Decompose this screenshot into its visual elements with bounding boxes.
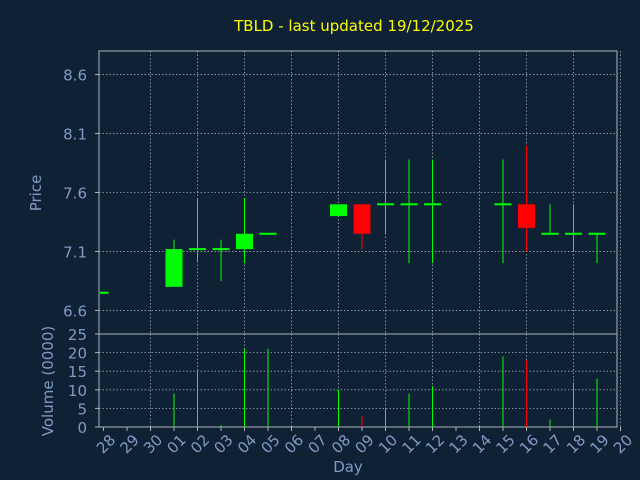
volume-tick-label: 25 <box>68 326 87 344</box>
price-tick-label: 8.6 <box>63 67 87 85</box>
candle-body <box>212 248 230 251</box>
candles <box>100 145 606 294</box>
candle-body <box>189 248 206 251</box>
candle-16 <box>518 145 535 252</box>
x-axis-label: Day <box>333 458 363 476</box>
candle-05 <box>259 232 277 235</box>
volume-tick-label: 0 <box>77 419 87 437</box>
candle-08 <box>330 204 347 217</box>
volume-tick-label: 5 <box>77 400 87 418</box>
candle-09 <box>353 204 371 250</box>
candle-15 <box>494 159 512 264</box>
price-tick-label: 7.6 <box>63 185 87 203</box>
volume-tick-label: 20 <box>68 345 87 363</box>
candle-body <box>100 291 109 294</box>
price-tick-labels: 6.6 7.1 7.6 8.1 8.6 <box>63 67 99 320</box>
candle-body <box>259 232 277 235</box>
price-grid <box>99 51 621 334</box>
candle-body <box>588 232 606 235</box>
candle-02 <box>189 198 206 261</box>
candle-body <box>330 204 347 217</box>
candle-04 <box>236 198 253 264</box>
volume-tick-label: 10 <box>68 382 87 400</box>
candle-body <box>165 249 183 287</box>
candle-body <box>377 203 394 206</box>
candle-body <box>353 204 371 234</box>
price-tick-label: 7.1 <box>63 243 87 261</box>
candle-10 <box>377 159 394 234</box>
candle-body <box>541 232 559 235</box>
price-axis-label: Price <box>27 175 45 212</box>
candle-17 <box>541 204 559 235</box>
candle-12 <box>424 159 441 264</box>
volume-bars <box>173 348 598 427</box>
candle-body <box>236 233 253 250</box>
candle-01 <box>165 239 183 287</box>
volume-grid <box>99 334 621 427</box>
candle-28 <box>100 291 109 294</box>
candle-body <box>424 203 441 206</box>
price-tick-label: 6.6 <box>63 302 87 320</box>
candle-18 <box>565 204 582 252</box>
volume-axis-label: Volume (0000) <box>39 326 57 436</box>
candle-19 <box>588 232 606 264</box>
candle-03 <box>212 239 230 281</box>
candle-body <box>518 204 535 228</box>
candle-body <box>400 203 418 206</box>
candle-11 <box>400 159 418 264</box>
candle-body <box>494 203 512 206</box>
chart-title: TBLD - last updated 19/12/2025 <box>233 17 474 35</box>
candle-body <box>565 232 582 235</box>
volume-panel-frame <box>98 333 618 428</box>
volume-tick-label: 15 <box>68 363 87 381</box>
price-tick-label: 8.1 <box>63 126 87 144</box>
